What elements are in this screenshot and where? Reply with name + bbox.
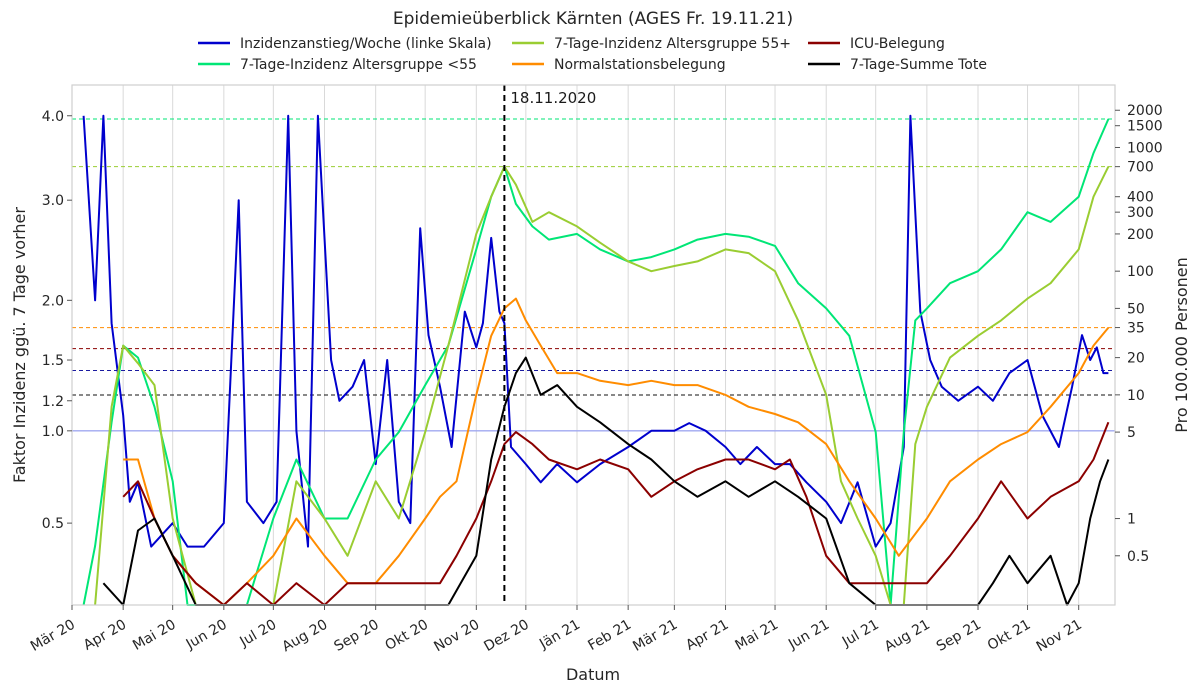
series-line-4 bbox=[122, 421, 1110, 606]
y-left-tick-label: 3.0 bbox=[42, 193, 64, 209]
x-tick-label: Nov 20 bbox=[431, 617, 482, 656]
y-left-tick-label: 1.2 bbox=[42, 394, 64, 410]
y-axis-left-label: Faktor Inzidenz ggü. 7 Tage vorher bbox=[10, 207, 29, 483]
x-tick-label: Sep 21 bbox=[934, 617, 984, 655]
plot-background bbox=[72, 85, 1115, 605]
y-left-tick-label: 0.5 bbox=[42, 516, 64, 532]
x-tick-label: Jul 20 bbox=[237, 617, 280, 651]
x-tick-label: Okt 20 bbox=[383, 617, 432, 654]
legend-label: 7-Tage-Inzidenz Altersgruppe <55 bbox=[240, 57, 477, 73]
x-tick-label: Okt 21 bbox=[985, 617, 1034, 654]
legend-label: 7-Tage-Summe Tote bbox=[850, 57, 987, 73]
annotation-label: 18.11.2020 bbox=[510, 89, 596, 107]
legend-label: Normalstationsbelegung bbox=[554, 57, 726, 73]
x-tick-label: Dez 20 bbox=[481, 617, 531, 655]
y-right-tick-label: 2000 bbox=[1127, 103, 1163, 119]
x-tick-label: Jul 21 bbox=[839, 617, 882, 651]
x-tick-label: Nov 21 bbox=[1034, 617, 1085, 656]
y-right-tick-label: 400 bbox=[1127, 190, 1154, 206]
x-tick-label: Apr 20 bbox=[81, 617, 129, 654]
y-right-tick-label: 200 bbox=[1127, 227, 1154, 243]
y-left-tick-label: 1.5 bbox=[42, 353, 64, 369]
y-left-tick-label: 4.0 bbox=[42, 109, 64, 125]
y-right-tick-label: 300 bbox=[1127, 205, 1154, 221]
y-right-tick-label: 100 bbox=[1127, 264, 1154, 280]
y-right-tick-label: 10 bbox=[1127, 388, 1145, 404]
plot-frame bbox=[71, 84, 1116, 606]
x-tick-label: Jun 20 bbox=[183, 617, 230, 653]
y-right-tick-label: 1000 bbox=[1127, 140, 1163, 156]
chart-title: Epidemieüberblick Kärnten (AGES Fr. 19.1… bbox=[393, 9, 793, 29]
x-tick-label: Feb 21 bbox=[585, 617, 634, 654]
legend: Inzidenzanstieg/Woche (linke Skala) 7-Tag… bbox=[198, 36, 987, 73]
legend-label: ICU-Belegung bbox=[850, 36, 945, 52]
x-tick-label: Mai 21 bbox=[732, 617, 781, 654]
y-right-tick-label: 50 bbox=[1127, 301, 1145, 317]
legend-label: Inzidenzanstieg/Woche (linke Skala) bbox=[240, 36, 492, 52]
x-axis: Mär 20 Apr 20 Mai 20 Jun 20 Jul 20 Aug 20 Sep … bbox=[28, 605, 1085, 655]
x-tick-label: Jun 21 bbox=[785, 617, 832, 653]
y-right-tick-label: 1500 bbox=[1127, 119, 1163, 135]
y-right-tick-label: 35 bbox=[1127, 321, 1145, 337]
y-right-tick-label: 0.5 bbox=[1127, 549, 1149, 565]
y-right-tick-label: 5 bbox=[1127, 425, 1136, 441]
legend-label: 7-Tage-Inzidenz Altersgruppe 55+ bbox=[554, 36, 791, 52]
x-axis-label: Datum bbox=[566, 665, 620, 684]
x-tick-label: Jän 21 bbox=[536, 617, 583, 653]
series-line-3 bbox=[123, 297, 1110, 606]
y-axis-left: 0.5 1.0 1.2 1.5 2.0 3.0 4.0 bbox=[42, 109, 72, 532]
y-right-tick-label: 1 bbox=[1127, 512, 1136, 528]
x-tick-label: Mai 20 bbox=[130, 617, 179, 654]
x-tick-label: Apr 21 bbox=[683, 617, 731, 654]
y-left-tick-label: 2.0 bbox=[42, 293, 64, 309]
x-tick-label: Sep 20 bbox=[332, 617, 382, 655]
x-tick-label: Mär 20 bbox=[28, 617, 78, 655]
x-tick-label: Mär 21 bbox=[630, 617, 680, 655]
y-right-tick-label: 20 bbox=[1127, 351, 1145, 367]
y-right-tick-label: 700 bbox=[1127, 160, 1154, 176]
y-left-tick-label: 1.0 bbox=[42, 424, 64, 440]
x-tick-label: Aug 21 bbox=[882, 617, 933, 656]
x-tick-label: Aug 20 bbox=[280, 617, 331, 656]
y-axis-right-label: Pro 100.000 Personen bbox=[1172, 257, 1191, 432]
series-line-0 bbox=[82, 114, 1109, 548]
